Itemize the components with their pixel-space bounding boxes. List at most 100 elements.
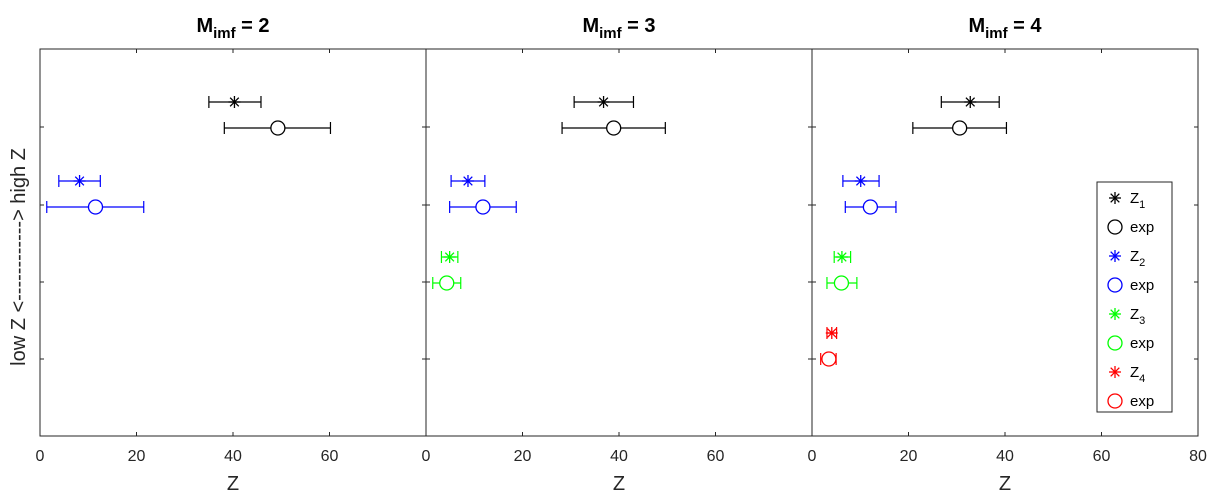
legend-label-subscript: 3 bbox=[1139, 315, 1145, 327]
star-marker bbox=[228, 96, 241, 108]
circle-marker bbox=[270, 120, 286, 136]
data-point-star bbox=[825, 327, 838, 339]
star-stroke bbox=[827, 328, 837, 338]
star-stroke bbox=[74, 176, 85, 186]
legend-label-subscript: 1 bbox=[1139, 199, 1145, 211]
x-tick-label: 0 bbox=[808, 448, 817, 465]
legend-entry: exp bbox=[1107, 335, 1154, 352]
star-stroke bbox=[855, 176, 866, 186]
legend-label: exp bbox=[1130, 277, 1154, 294]
panel-title-suffix: = 2 bbox=[236, 15, 270, 37]
circle-marker bbox=[439, 275, 455, 291]
x-tick-label: 60 bbox=[321, 448, 339, 465]
legend-label: Z4 bbox=[1130, 364, 1145, 385]
star-stroke bbox=[837, 252, 847, 262]
plot-area bbox=[425, 48, 813, 437]
circle-marker bbox=[87, 199, 104, 215]
data-point-star bbox=[440, 251, 459, 263]
star-marker bbox=[461, 175, 474, 187]
data-point-circle bbox=[223, 120, 332, 136]
circle-marker bbox=[951, 120, 968, 136]
x-axis-label: Z bbox=[999, 473, 1011, 495]
legend-entry: Z1 bbox=[1109, 190, 1145, 211]
x-tick-label: 60 bbox=[1093, 448, 1111, 465]
legend-circle-icon bbox=[1107, 277, 1123, 293]
star-marker bbox=[835, 251, 848, 263]
panel-title: Mimf = 4 bbox=[968, 15, 1042, 42]
circle-marker bbox=[475, 199, 491, 215]
star-stroke bbox=[229, 97, 240, 107]
panel-title-main: M bbox=[582, 15, 599, 37]
legend-label: Z3 bbox=[1130, 306, 1145, 327]
data-point-circle bbox=[912, 120, 1008, 136]
data-point-circle bbox=[449, 199, 517, 215]
legend-label-subscript: 2 bbox=[1139, 257, 1145, 269]
legend-star-icon bbox=[1109, 192, 1121, 204]
legend-label-main: Z bbox=[1130, 190, 1139, 207]
panel-title-subscript: imf bbox=[985, 25, 1009, 42]
data-point-circle bbox=[826, 275, 858, 291]
legend-star-icon bbox=[1109, 250, 1121, 262]
legend-entry: Z3 bbox=[1109, 306, 1145, 327]
legend-entry: Z2 bbox=[1109, 248, 1145, 269]
data-point-circle bbox=[820, 351, 837, 367]
x-tick-label: 40 bbox=[610, 448, 628, 465]
legend-label-main: Z bbox=[1130, 248, 1139, 265]
legend-entry: exp bbox=[1107, 219, 1154, 236]
panel-title-suffix: = 3 bbox=[622, 15, 656, 37]
legend-label-main: Z bbox=[1130, 364, 1139, 381]
legend-circle-icon bbox=[1107, 393, 1123, 409]
legend-label: Z1 bbox=[1130, 190, 1145, 211]
data-point-star bbox=[58, 175, 101, 187]
panel-title-subscript: imf bbox=[599, 25, 623, 42]
data-point-star bbox=[450, 175, 486, 187]
legend-box bbox=[1096, 181, 1173, 413]
star-stroke bbox=[1110, 309, 1120, 319]
x-tick-label: 40 bbox=[224, 448, 242, 465]
x-axis-label: Z bbox=[613, 473, 625, 495]
star-marker bbox=[597, 96, 610, 108]
legend-label-main: Z bbox=[1130, 306, 1139, 323]
star-stroke bbox=[444, 252, 455, 262]
legend-star-icon bbox=[1109, 366, 1121, 378]
data-point-circle bbox=[844, 199, 897, 215]
legend-label-main: exp bbox=[1130, 277, 1154, 294]
legend-circle-icon bbox=[1107, 219, 1123, 235]
legend-label-subscript: 4 bbox=[1139, 373, 1145, 385]
legend-label: exp bbox=[1130, 393, 1154, 410]
star-marker bbox=[964, 96, 977, 108]
x-tick-label: 20 bbox=[900, 448, 918, 465]
star-marker bbox=[854, 175, 867, 187]
legend-entry: Z4 bbox=[1109, 364, 1145, 385]
legend-label: exp bbox=[1130, 335, 1154, 352]
x-tick-label: 20 bbox=[514, 448, 532, 465]
panel-title-subscript: imf bbox=[213, 25, 237, 42]
legend-circle-icon bbox=[1107, 335, 1123, 351]
panel-title-main: M bbox=[968, 15, 985, 37]
star-marker bbox=[443, 251, 456, 263]
data-point-star bbox=[842, 175, 880, 187]
panel-2: 0 20 40 60 Z Mimf = 3 bbox=[422, 15, 813, 495]
panel-title: Mimf = 2 bbox=[196, 15, 269, 42]
panel-3: 0 20 40 60 80 Z Mimf = 4 bbox=[808, 15, 1207, 495]
legend-label-main: exp bbox=[1130, 219, 1154, 236]
star-stroke bbox=[965, 97, 976, 107]
x-axis-label: Z bbox=[227, 473, 239, 495]
legend-label-main: exp bbox=[1130, 335, 1154, 352]
x-tick-label: 40 bbox=[996, 448, 1014, 465]
x-tick-label: 20 bbox=[128, 448, 146, 465]
data-point-star bbox=[833, 251, 852, 263]
star-marker bbox=[73, 175, 86, 187]
legend-label: Z2 bbox=[1130, 248, 1145, 269]
data-point-circle bbox=[46, 199, 145, 215]
legend-entry: exp bbox=[1107, 277, 1154, 294]
legend-star-icon bbox=[1109, 308, 1121, 320]
panel-1: 0 20 40 60 Z Mimf = 2 bbox=[36, 15, 427, 495]
data-point-star bbox=[573, 96, 635, 108]
star-stroke bbox=[1110, 193, 1120, 203]
star-stroke bbox=[598, 97, 609, 107]
x-tick-label: 60 bbox=[707, 448, 725, 465]
panel-title: Mimf = 3 bbox=[582, 15, 655, 42]
data-point-circle bbox=[432, 275, 462, 291]
